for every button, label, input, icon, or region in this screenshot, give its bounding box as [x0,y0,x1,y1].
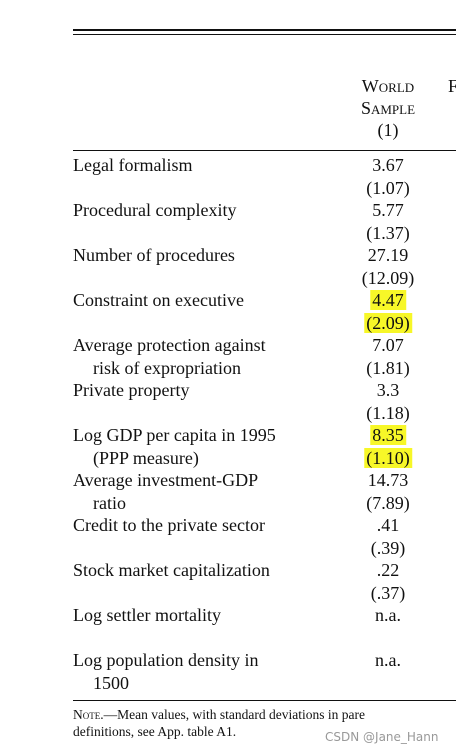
header-rule [73,150,456,151]
row-label: 1500 [93,672,129,693]
row-label: Private property [73,380,190,400]
row-label: ratio [93,492,126,513]
mean-value: 14.73 [367,470,409,490]
row-label: Log population density in [73,650,259,670]
row-label: (PPP measure) [93,447,199,468]
mean-value: 8.35 [370,425,406,445]
mean-value: 4.47 [370,290,406,310]
mean-value: .22 [376,560,400,580]
note-text: —Mean values, with standard deviations i… [103,707,365,722]
sd-value: (1.81) [366,357,410,378]
mean-value: 5.77 [372,200,404,220]
row-label: Number of procedures [73,245,235,265]
row-label: Constraint on executive [73,290,244,310]
mean-value: n.a. [375,605,401,625]
bottom-rule [73,700,456,701]
sd-value: (7.89) [366,492,410,513]
column-header: (1) [377,120,399,140]
sd-value: (12.09) [361,267,415,288]
mean-value: .41 [376,515,400,535]
row-label: Procedural complexity [73,200,237,220]
column-header: World [361,76,415,96]
sd-value: (1.37) [366,222,410,243]
sd-value: (2.09) [364,312,412,333]
mean-value: n.a. [375,650,401,670]
sd-value: (.39) [370,537,406,558]
note: Note.—Mean values, with standard deviati… [73,705,365,725]
row-label: Log GDP per capita in 1995 [73,425,276,445]
top-rule [73,29,456,31]
sd-value: (1.07) [366,177,410,198]
sd-value: (1.18) [366,402,410,423]
mean-value: 27.19 [367,245,409,265]
note-text: definitions, see App. table A1. [73,724,237,739]
row-label: Average investment-GDP [73,470,259,490]
row-label: risk of expropriation [93,357,241,378]
sd-value: (1.10) [364,447,412,468]
sd-value: (.37) [370,582,406,603]
row-label: Legal formalism [73,155,193,175]
row-label: Average protection against [73,335,266,355]
row-label: Log settler mortality [73,605,221,625]
mean-value: 3.3 [376,380,400,400]
watermark: CSDN @Jane_Hann [325,730,439,744]
mean-value: 3.67 [372,155,404,175]
row-label: Credit to the private sector [73,515,265,535]
column-header: Sample [360,98,416,118]
row-label: Stock market capitalization [73,560,270,580]
column-header: F [448,76,456,96]
top-rule [73,34,456,35]
note-label: Note. [73,707,104,722]
mean-value: 7.07 [372,335,404,355]
